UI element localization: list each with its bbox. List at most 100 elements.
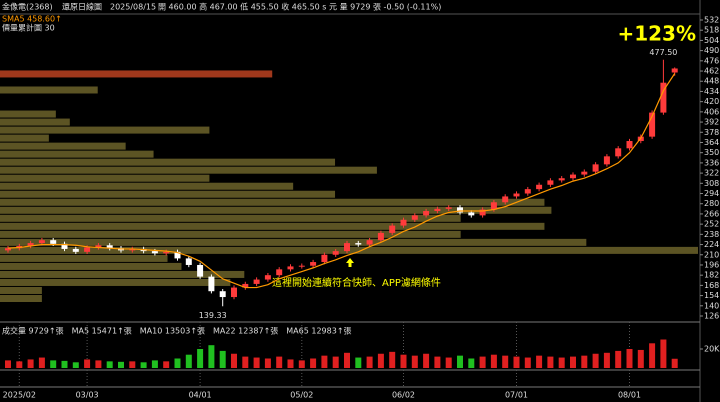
candle-body xyxy=(558,178,565,181)
candle-body xyxy=(389,225,396,233)
y-tick-label: 224 xyxy=(704,240,719,249)
volume-profile-bar xyxy=(0,190,336,198)
volume-bar xyxy=(344,352,350,368)
y-tick-label: 210 xyxy=(704,250,719,259)
candle-body xyxy=(310,262,317,266)
volume-bar xyxy=(219,350,226,368)
candle-body xyxy=(581,171,588,175)
candle-body xyxy=(298,265,305,267)
y-tick-label: 294 xyxy=(704,189,719,198)
candle-body xyxy=(344,243,350,252)
volume-bar xyxy=(84,359,91,368)
volume-bar xyxy=(355,357,362,368)
candle-body xyxy=(219,291,226,298)
y-tick-label: 448 xyxy=(704,77,719,86)
quote: 開 460.00 高 467.00 低 455.50 收 465.50 s 元 … xyxy=(158,2,441,12)
candle-body xyxy=(400,219,407,226)
volume-profile-bar xyxy=(0,126,210,134)
volume-bar xyxy=(524,357,531,368)
candle-body xyxy=(174,251,181,259)
volume-bar xyxy=(547,356,554,368)
volume-bar xyxy=(72,362,79,368)
volume-profile-bar xyxy=(0,222,545,230)
volume-bar xyxy=(468,358,475,368)
candle-body xyxy=(513,193,520,197)
volume-bar xyxy=(61,360,68,368)
volume-bar xyxy=(208,345,215,368)
volume-bar xyxy=(660,339,667,368)
candle-body xyxy=(671,68,678,73)
volume-bar xyxy=(649,343,656,368)
volume-profile-bar xyxy=(0,166,377,174)
candle-body xyxy=(592,164,599,172)
volume-legend: MA65 12983↑張 xyxy=(286,327,351,336)
volume-bar xyxy=(163,361,170,368)
volume-bar xyxy=(287,359,294,368)
candle-body xyxy=(95,245,102,248)
volume-bar xyxy=(106,361,113,368)
volume-bar xyxy=(592,353,599,368)
candle-body xyxy=(242,283,249,288)
candle-body xyxy=(72,248,79,252)
volume-bar xyxy=(174,358,181,368)
candle-body xyxy=(536,184,543,190)
peak-label: 477.50 xyxy=(649,48,677,57)
chart-kind: 還原日線圖 xyxy=(62,2,102,12)
candle-body xyxy=(332,251,339,255)
volume-bar xyxy=(490,354,497,368)
candle-body xyxy=(615,148,622,157)
volume-profile-bar xyxy=(0,158,336,166)
y-tick-label: 462 xyxy=(704,67,719,76)
x-tick-label: 05/02 xyxy=(290,391,313,400)
volume-profile-bar xyxy=(0,134,49,142)
candle-body xyxy=(490,202,497,210)
y-tick-label: 378 xyxy=(704,128,719,137)
x-tick-label: 08/01 xyxy=(618,391,641,400)
candle-body xyxy=(355,243,362,245)
volume-bar xyxy=(603,352,610,368)
volume-bar xyxy=(129,361,136,368)
candle-body xyxy=(5,248,11,251)
y-tick-label: 420 xyxy=(704,97,719,106)
volume-bar xyxy=(671,358,678,368)
candle-body xyxy=(38,240,45,244)
volume-bar xyxy=(434,356,441,368)
candle-body xyxy=(457,207,463,213)
candle-body xyxy=(185,258,192,265)
volume-legend: MA5 15471↑張 xyxy=(72,327,132,336)
gain-label: +123% xyxy=(617,22,696,46)
volume-bar xyxy=(27,359,34,368)
candle-body xyxy=(524,189,531,194)
candle-body xyxy=(84,247,91,252)
volume-bar xyxy=(457,355,463,368)
volume-bar xyxy=(513,356,520,368)
volume-profile-bar xyxy=(0,214,461,222)
candle-body xyxy=(276,269,283,276)
sma-line xyxy=(7,73,676,289)
volume-legend: MA22 12387↑張 xyxy=(213,327,278,336)
volume-bar xyxy=(366,356,373,368)
candle-body xyxy=(479,209,486,216)
candle-body xyxy=(27,243,34,247)
volume-bar xyxy=(536,355,543,368)
x-tick-label: 03/03 xyxy=(76,391,99,400)
profile-label: 價量累計圖 30 xyxy=(2,23,55,33)
volume-bar xyxy=(423,353,430,368)
volume-bar xyxy=(242,356,249,368)
candle-body xyxy=(468,212,475,216)
volume-bar xyxy=(118,361,124,368)
y-tick-label: 364 xyxy=(704,138,719,147)
volume-bar xyxy=(50,360,57,368)
candle-body xyxy=(287,266,294,270)
stock-name: 金像電(2368) xyxy=(2,2,53,12)
volume-profile-bar xyxy=(0,182,294,190)
volume-bar xyxy=(615,350,622,368)
volume-bar xyxy=(231,353,237,368)
volume-legend: 成交量 9729↑張 xyxy=(2,326,64,336)
y-tick-label: 336 xyxy=(704,158,719,167)
sma-label: SMA5 458.60↑ xyxy=(2,15,62,24)
y-tick-label: 322 xyxy=(704,169,719,178)
candle-body xyxy=(50,240,57,244)
candle-body xyxy=(570,174,576,179)
